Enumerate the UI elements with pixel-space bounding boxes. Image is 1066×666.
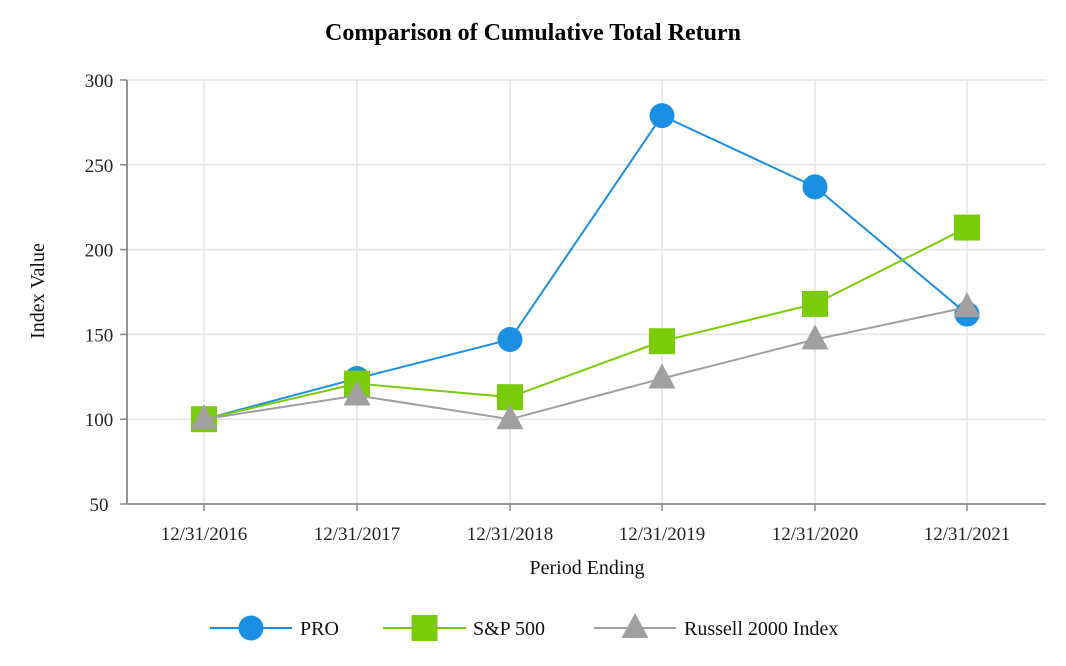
data-point — [953, 292, 981, 318]
y-axis-label: Index Value — [27, 243, 49, 339]
x-tick-label: 12/31/2018 — [467, 524, 554, 545]
series-layer — [190, 103, 981, 433]
x-tick-labels: 12/31/2016 12/31/2017 12/31/2018 12/31/2019… — [161, 524, 1011, 545]
y-tick-label: 200 — [85, 241, 114, 262]
data-point — [497, 326, 523, 352]
y-tick-labels: 50 100 150 200 250 300 — [85, 71, 114, 516]
legend-item: PRO — [210, 615, 339, 641]
chart-title: Comparison of Cumulative Total Return — [325, 20, 741, 46]
legend-label: Russell 2000 Index — [684, 618, 838, 640]
data-point — [343, 380, 371, 406]
series-line — [203, 306, 968, 421]
y-tick-label: 300 — [85, 71, 114, 92]
legend-label: S&P 500 — [473, 618, 545, 640]
legend-label: PRO — [300, 618, 339, 640]
legend-marker — [411, 615, 438, 641]
legend-marker — [238, 615, 264, 641]
series-russell-2000-index — [190, 292, 981, 430]
data-point — [801, 324, 829, 350]
x-axis-label: Period Ending — [530, 557, 645, 579]
x-tick-label: 12/31/2020 — [772, 524, 859, 545]
legend-marker — [621, 613, 649, 638]
data-point — [649, 328, 675, 355]
data-point — [802, 174, 828, 200]
y-tick-label: 50 — [90, 495, 109, 516]
data-point — [649, 103, 675, 129]
series-line — [203, 114, 968, 421]
x-tick-label: 12/31/2021 — [924, 524, 1011, 545]
data-point — [802, 290, 828, 317]
y-tick-label: 150 — [85, 325, 114, 346]
y-tick-label: 250 — [85, 156, 114, 177]
x-tick-label: 12/31/2016 — [161, 524, 248, 545]
x-tick-label: 12/31/2017 — [314, 524, 401, 545]
data-point — [190, 404, 218, 430]
legend-item: Russell 2000 Index — [594, 613, 838, 640]
series-pro — [191, 103, 980, 432]
series-line — [203, 226, 968, 421]
data-point — [648, 363, 676, 389]
y-tick-label: 100 — [85, 410, 114, 431]
data-point — [496, 404, 524, 430]
x-tick-label: 12/31/2019 — [619, 524, 706, 545]
data-point — [954, 214, 980, 241]
legend: PRO S&P 500 Russell 2000 Index — [210, 613, 838, 641]
grid — [127, 79, 1046, 504]
legend-item: S&P 500 — [383, 615, 545, 641]
axes — [120, 79, 1046, 511]
